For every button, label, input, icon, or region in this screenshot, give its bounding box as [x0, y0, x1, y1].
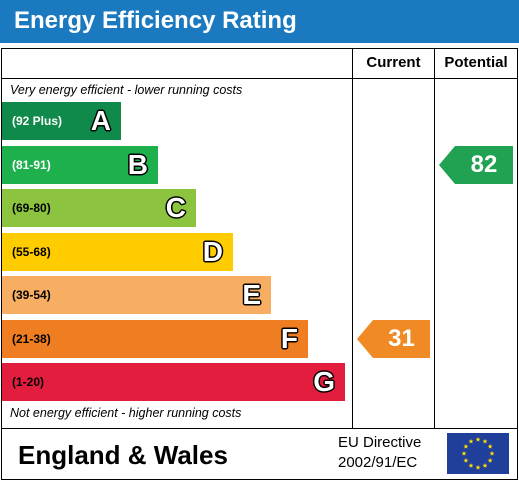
header-bar: Energy Efficiency Rating: [0, 0, 519, 43]
eu-star: [475, 464, 481, 470]
band-f-letter: F: [280, 323, 298, 354]
band-c-letter: C: [165, 192, 186, 223]
band-a-letter: A: [90, 105, 111, 136]
band-d: (55-68) D: [2, 233, 233, 271]
footer-country: England & Wales: [18, 440, 228, 470]
eu-star: [475, 436, 481, 442]
eu-star: [463, 457, 469, 463]
eu-star: [468, 463, 474, 468]
potential-arrow-shape: [439, 146, 513, 184]
footer-directive: EU Directive 2002/91/EC: [338, 433, 421, 473]
top-note: Very energy efficient - lower running co…: [10, 83, 243, 97]
current-arrow-shape: [357, 320, 430, 358]
band-b-letter: B: [127, 149, 148, 180]
band-e-range: (39-54): [12, 288, 51, 302]
band-g-range: (1-20): [12, 375, 45, 389]
band-a: (92 Plus) A: [2, 102, 121, 140]
band-b: (81-91) B: [2, 146, 158, 184]
eu-star: [463, 443, 469, 449]
column-divider-potential: [434, 48, 435, 429]
band-e: (39-54) E: [2, 276, 271, 314]
chart-title: Energy Efficiency Rating: [14, 7, 297, 34]
column-header-current: Current: [366, 54, 421, 71]
band-g-letter: G: [313, 366, 335, 397]
eu-star: [489, 450, 495, 456]
eu-star: [468, 438, 474, 444]
header-row-divider: [1, 78, 518, 79]
eu-flag-icon: [447, 433, 509, 474]
band-d-letter: D: [202, 236, 223, 267]
eu-star: [482, 438, 488, 444]
band-a-range: (92 Plus): [12, 114, 63, 128]
band-c: (69-80) C: [2, 189, 196, 227]
directive-line-1: EU Directive: [338, 434, 422, 451]
eu-star: [487, 443, 493, 449]
potential-rating-arrow: 82: [439, 146, 513, 184]
eu-star: [461, 450, 467, 456]
eu-star: [487, 457, 493, 463]
band-f-range: (21-38): [12, 332, 51, 346]
current-rating-arrow: 31: [357, 320, 430, 358]
footer-divider: [1, 428, 518, 429]
band-f: (21-38) F: [2, 320, 308, 358]
column-header-potential: Potential: [444, 54, 508, 71]
band-d-range: (55-68): [12, 245, 51, 259]
column-divider-current: [352, 48, 353, 429]
band-g: (1-20) G: [2, 363, 345, 401]
band-e-letter: E: [242, 279, 261, 310]
directive-line-2: 2002/91/EC: [338, 454, 418, 471]
band-b-range: (81-91): [12, 158, 51, 172]
bottom-note: Not energy efficient - higher running co…: [10, 406, 242, 420]
band-c-range: (69-80): [12, 201, 51, 215]
eu-star: [482, 463, 488, 468]
current-rating-value: 31: [388, 325, 415, 352]
potential-rating-value: 82: [470, 151, 498, 178]
